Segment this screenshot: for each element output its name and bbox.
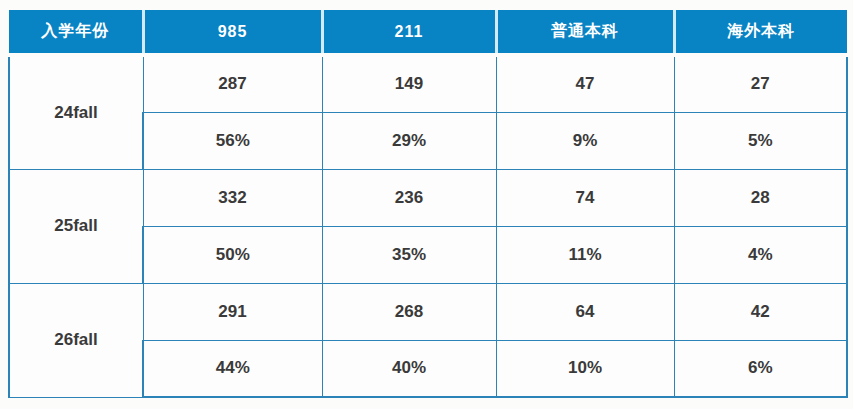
col-header-enrollment-year: 入学年份 <box>9 10 143 55</box>
col-header-211: 211 <box>322 10 496 55</box>
count-cell: 74 <box>496 169 674 226</box>
count-cell: 149 <box>322 55 496 112</box>
percent-cell: 29% <box>322 112 496 169</box>
table-row-24fall-counts: 24fall 287 149 47 27 <box>9 55 847 112</box>
percent-cell: 56% <box>143 112 322 169</box>
count-cell: 236 <box>322 169 496 226</box>
percent-cell: 40% <box>322 340 496 397</box>
percent-cell: 50% <box>143 226 322 283</box>
year-cell-24fall: 24fall <box>9 55 143 169</box>
percent-cell: 44% <box>143 340 322 397</box>
percent-cell: 5% <box>674 112 847 169</box>
count-cell: 64 <box>496 283 674 340</box>
count-cell: 291 <box>143 283 322 340</box>
year-cell-25fall: 25fall <box>9 169 143 283</box>
header-row: 入学年份 985 211 普通本科 海外本科 <box>9 10 847 55</box>
table-body: 24fall 287 149 47 27 56% 29% 9% 5% 25fal… <box>9 55 847 397</box>
percent-cell: 9% <box>496 112 674 169</box>
year-cell-26fall: 26fall <box>9 283 143 397</box>
table-wrap: 入学年份 985 211 普通本科 海外本科 24fall 287 149 47… <box>0 0 853 398</box>
enrollment-stats-table: 入学年份 985 211 普通本科 海外本科 24fall 287 149 47… <box>8 10 848 398</box>
table-row-25fall-counts: 25fall 332 236 74 28 <box>9 169 847 226</box>
count-cell: 287 <box>143 55 322 112</box>
percent-cell: 11% <box>496 226 674 283</box>
percent-cell: 10% <box>496 340 674 397</box>
count-cell: 47 <box>496 55 674 112</box>
count-cell: 42 <box>674 283 847 340</box>
table-row-26fall-counts: 26fall 291 268 64 42 <box>9 283 847 340</box>
table-header: 入学年份 985 211 普通本科 海外本科 <box>9 10 847 55</box>
count-cell: 332 <box>143 169 322 226</box>
col-header-985: 985 <box>143 10 322 55</box>
count-cell: 27 <box>674 55 847 112</box>
page: { "colors": { "header_bg": "#0883C4", "h… <box>0 0 853 409</box>
count-cell: 268 <box>322 283 496 340</box>
percent-cell: 4% <box>674 226 847 283</box>
percent-cell: 6% <box>674 340 847 397</box>
percent-cell: 35% <box>322 226 496 283</box>
count-cell: 28 <box>674 169 847 226</box>
col-header-regular-undergrad: 普通本科 <box>496 10 674 55</box>
col-header-overseas-undergrad: 海外本科 <box>674 10 847 55</box>
